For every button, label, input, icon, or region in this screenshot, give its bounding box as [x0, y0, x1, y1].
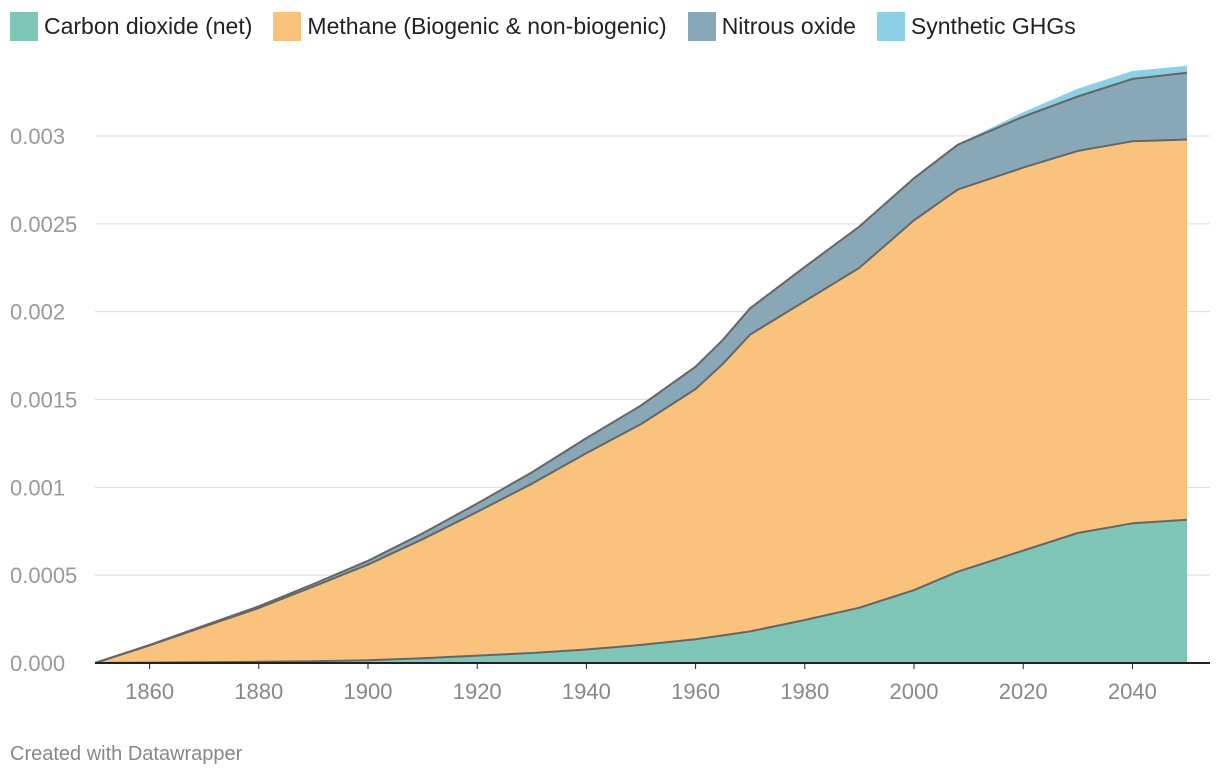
x-tick-label: 1940: [562, 679, 611, 704]
footer-credit: Created with Datawrapper: [10, 743, 243, 765]
y-tick-label: 0.003: [10, 124, 65, 149]
legend-label-carbon-dioxide: Carbon dioxide (net): [44, 12, 253, 39]
legend-label-synthetic-ghgs: Synthetic GHGs: [910, 12, 1076, 39]
y-tick-label: 0.0025: [10, 212, 77, 237]
x-tick-label: 2000: [890, 679, 939, 704]
legend-item-carbon-dioxide: Carbon dioxide (net): [10, 11, 253, 41]
x-tick-label: 2040: [1108, 679, 1157, 704]
area-series: [94, 65, 1188, 664]
area-carbon-dioxide-net: [95, 519, 1187, 663]
legend-swatch-synthetic-ghgs: [876, 11, 905, 41]
x-tick-label: 2020: [999, 679, 1048, 704]
area-methane-biogenic-non-biogenic: [95, 139, 1187, 663]
chart-legend: Carbon dioxide (net) Methane (Biogenic &…: [10, 10, 1097, 42]
legend-item-synthetic-ghgs: Synthetic GHGs: [876, 11, 1076, 41]
legend-label-nitrous-oxide: Nitrous oxide: [721, 12, 856, 39]
legend-swatch-carbon-dioxide: [10, 11, 38, 41]
x-tick-label: 1860: [125, 679, 174, 704]
x-tick-label: 1960: [671, 679, 720, 704]
y-tick-label: 0.001: [10, 475, 65, 500]
series-boundary-line: [94, 138, 1188, 664]
area-nitrous-oxide: [95, 72, 1187, 664]
legend-item-nitrous-oxide: Nitrous oxide: [687, 11, 856, 41]
x-tick-label: 1920: [453, 679, 502, 704]
series-boundary-line: [94, 518, 1188, 664]
y-tick-label: 0.000: [10, 651, 65, 676]
legend-swatch-nitrous-oxide: [687, 11, 716, 41]
x-tick-label: 1980: [780, 679, 829, 704]
legend-item-methane: Methane (Biogenic & non-biogenic): [273, 11, 667, 41]
legend-label-methane: Methane (Biogenic & non-biogenic): [307, 12, 667, 39]
series-boundary-line: [94, 71, 1188, 664]
x-tick-label: 1900: [344, 679, 393, 704]
y-tick-label: 0.002: [10, 300, 65, 325]
axes: 0.000 0.0005 0.001 0.0015 0.002 0.0025 0.003 18…: [10, 124, 1210, 704]
y-tick-label: 0.0015: [10, 388, 77, 413]
x-tick-label: 1880: [234, 679, 283, 704]
legend-swatch-methane: [273, 11, 302, 41]
y-tick-label: 0.0005: [10, 563, 77, 588]
